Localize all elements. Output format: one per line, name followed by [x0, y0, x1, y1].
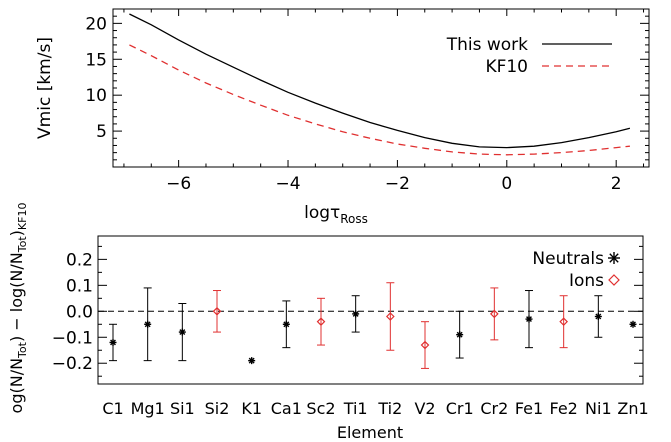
- legend-label: Ions: [569, 271, 604, 291]
- top-x-tick-label: −6: [166, 174, 191, 194]
- data-point-zn1: [629, 320, 637, 328]
- category-label: Ti2: [377, 399, 402, 418]
- category-label: Si1: [170, 399, 195, 418]
- category-label: Fe2: [549, 399, 577, 418]
- series-line: [129, 13, 631, 149]
- bottom-y-tick-label: 0.1: [66, 276, 93, 296]
- data-point-mg1: [143, 287, 152, 362]
- bottom-y-tick-label: 0.2: [66, 250, 93, 270]
- data-point-ni1: [594, 295, 603, 338]
- bottom-y-axis-label: og(N/NTot) − log(N/NTot)KF10: [7, 203, 29, 414]
- data-point-cr2: [489, 287, 499, 341]
- bottom-y-tick-label: −0.2: [52, 354, 93, 374]
- category-label: Zn1: [617, 399, 648, 418]
- abundance-points: [109, 282, 637, 369]
- top-x-tick-label: 2: [611, 174, 622, 194]
- data-point-k1: [248, 357, 256, 365]
- top-x-tick-label: 0: [501, 174, 512, 194]
- bottom-plot-frame: [97, 235, 644, 385]
- data-point-cr1: [455, 310, 464, 359]
- category-label: C1: [102, 399, 123, 418]
- top-plot-frame: [112, 8, 650, 168]
- top-y-ticks: 5 10 15 20: [85, 14, 649, 161]
- top-y-tick-label: 15: [85, 50, 107, 70]
- top-x-tick-label: −4: [275, 174, 300, 194]
- legend-label: KF10: [485, 57, 528, 77]
- data-point-sc2: [316, 297, 326, 346]
- category-label: Si2: [205, 399, 230, 418]
- bottom-y-ticks: −0.2 −0.1 0.0 0.1 0.2: [52, 245, 643, 377]
- category-label: Ni1: [585, 399, 612, 418]
- top-y-axis-label: Vmic [km/s]: [35, 37, 55, 139]
- category-label: Fe1: [515, 399, 543, 418]
- legend-asterisk-marker: [608, 252, 620, 264]
- legend-label: This work: [446, 35, 528, 55]
- category-label: V2: [414, 399, 435, 418]
- top-x-axis-label: logτRoss: [304, 203, 368, 226]
- top-x-ticks: −6 −4 −2 0 2: [123, 9, 645, 194]
- category-label: Ti1: [343, 399, 368, 418]
- data-point-ti2: [385, 282, 395, 351]
- category-label: Cr1: [446, 399, 474, 418]
- top-y-tick-label: 10: [85, 86, 107, 106]
- data-point-c1: [109, 323, 117, 362]
- category-label: K1: [241, 399, 262, 418]
- data-point-ti1: [351, 295, 360, 333]
- bottom-panel: −0.2 −0.1 0.0 0.1 0.2 C1 Mg1 Si1 Si2 K1 Ca1 Sc2 Ti1…: [7, 203, 649, 442]
- top-x-tick-label: −2: [385, 174, 410, 194]
- category-label: Sc2: [306, 399, 335, 418]
- top-y-tick-label: 5: [96, 122, 107, 142]
- data-point-ca1: [282, 300, 291, 349]
- data-point-si1: [178, 303, 187, 362]
- data-point-v2: [420, 321, 430, 369]
- top-series: [129, 13, 631, 156]
- category-label: Cr2: [480, 399, 508, 418]
- data-point-fe2: [559, 295, 569, 349]
- bottom-y-tick-label: −0.1: [52, 328, 93, 348]
- bottom-x-axis-label: Element: [337, 423, 403, 442]
- top-y-tick-label: 20: [85, 14, 107, 34]
- legend-diamond-marker: [608, 274, 620, 286]
- data-point-si2: [212, 290, 222, 333]
- legend-label: Neutrals: [532, 249, 604, 269]
- series-line: [129, 44, 630, 156]
- data-point-fe1: [525, 290, 533, 349]
- category-label: Mg1: [131, 399, 165, 418]
- category-label: Ca1: [271, 399, 302, 418]
- bottom-x-ticks: C1 Mg1 Si1 Si2 K1 Ca1 Sc2 Ti1 Ti2 V2 Cr1 Cr2 Fe1 Fe2 N…: [102, 399, 648, 418]
- bottom-y-tick-label: 0.0: [66, 302, 93, 322]
